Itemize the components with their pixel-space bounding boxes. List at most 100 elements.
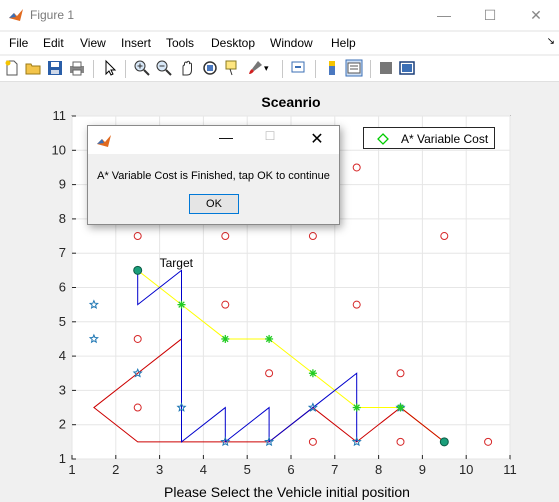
menu-insert[interactable]: Insert (121, 36, 152, 50)
toolbar-separator (93, 60, 94, 78)
brush-dropdown-icon[interactable]: ▾ (264, 63, 269, 73)
obstacle-marker (133, 403, 142, 412)
minimize-button[interactable]: — (437, 7, 451, 23)
blue-star-marker (132, 367, 143, 378)
blue-star-marker (88, 333, 99, 344)
rotate-icon[interactable] (201, 59, 219, 77)
menu-overflow-icon[interactable]: ↘ (546, 36, 555, 47)
save-icon[interactable] (46, 59, 64, 77)
obstacle-marker (352, 300, 361, 309)
y-tick-label: 2 (59, 417, 66, 432)
x-tick-label: 5 (244, 462, 251, 477)
legend[interactable]: A* Variable Cost (363, 127, 495, 149)
series-line-2 (137, 269, 358, 443)
matlab-icon (9, 9, 23, 21)
asterisk-stroke (353, 404, 360, 411)
obstacle-marker (133, 232, 142, 241)
plot-title: Sceanrio (261, 94, 321, 110)
y-tick-label: 9 (59, 177, 66, 192)
menu-bar: File Edit View Insert Tools Desktop Wind… (0, 32, 559, 54)
close-button[interactable]: ✕ (530, 7, 542, 23)
print-icon[interactable] (68, 59, 86, 77)
open-file-icon[interactable] (24, 59, 42, 77)
y-tick-label: 5 (59, 314, 66, 329)
x-tick-label: 2 (112, 462, 119, 477)
zoom-in-icon[interactable] (133, 59, 151, 77)
dialog-minimize-button[interactable]: — (219, 129, 233, 145)
x-tick-label: 10 (459, 462, 473, 477)
figure-toolbar: ▾ (0, 56, 559, 82)
window-title: Figure 1 (30, 8, 75, 22)
colorbar-icon[interactable] (323, 59, 341, 77)
data-cursor-icon[interactable] (224, 59, 242, 77)
start-point-marker (439, 437, 449, 447)
ok-button[interactable]: OK (189, 194, 239, 214)
legend-diamond-icon (377, 133, 389, 145)
legend-icon[interactable] (345, 59, 363, 77)
asterisk-stroke (397, 404, 404, 411)
obstacle-marker (265, 369, 274, 378)
blue-star-marker (176, 402, 187, 412)
plot-markers (88, 163, 493, 447)
obstacle-marker (352, 163, 361, 172)
y-tick-label: 3 (59, 382, 66, 397)
dialog-maximize-button: ☐ (264, 129, 276, 143)
show-plot-tools-icon[interactable] (398, 59, 416, 77)
series-line-0 (137, 269, 445, 443)
obstacle-marker (484, 437, 493, 446)
y-tick-label: 8 (59, 211, 66, 226)
green-asterisk-marker (396, 403, 405, 412)
menu-file[interactable]: File (9, 36, 29, 50)
obstacle-marker (396, 369, 405, 378)
green-asterisk-marker (352, 403, 361, 412)
y-tick-label: 1 (59, 451, 66, 466)
x-tick-label: 6 (287, 462, 294, 477)
obstacle-marker (308, 232, 317, 241)
maximize-button[interactable]: ☐ (483, 7, 497, 23)
menu-help[interactable]: Help (331, 36, 356, 50)
target-annotation: Target (160, 256, 194, 270)
obstacle-marker (396, 437, 405, 446)
x-tick-label: 1 (68, 462, 75, 477)
x-tick-label: 7 (331, 462, 338, 477)
x-axis-label: Please Select the Vehicle initial positi… (164, 484, 410, 500)
pan-icon[interactable] (178, 59, 196, 77)
link-plot-icon[interactable] (290, 59, 308, 77)
asterisk-stroke (178, 301, 185, 308)
brush-icon[interactable] (246, 59, 264, 77)
obstacle-marker (221, 300, 230, 309)
zoom-out-icon[interactable] (155, 59, 173, 77)
green-asterisk-marker (221, 334, 230, 343)
green-asterisk-marker (265, 334, 274, 343)
dialog-close-button[interactable]: ✕ (310, 131, 324, 148)
green-asterisk-marker (308, 369, 317, 378)
x-tick-label: 9 (419, 462, 426, 477)
green-asterisk-marker (177, 300, 186, 309)
menu-window[interactable]: Window (270, 36, 313, 50)
blue-star-marker (220, 436, 231, 447)
window-titlebar: Figure 1 — ☐ ✕ (0, 0, 559, 30)
y-tick-label: 10 (52, 142, 66, 157)
toolbar-separator (282, 60, 283, 78)
target-point-marker (133, 265, 143, 275)
menu-desktop[interactable]: Desktop (211, 36, 256, 50)
menu-edit[interactable]: Edit (43, 36, 64, 50)
legend-entry-label: A* Variable Cost (401, 132, 489, 146)
menu-view[interactable]: View (80, 36, 106, 50)
toolbar-separator (370, 60, 371, 78)
obstacle-marker (308, 437, 317, 446)
new-figure-icon[interactable] (3, 59, 21, 77)
x-tick-label: 8 (375, 462, 382, 477)
blue-star-marker (351, 436, 362, 447)
obstacle-marker (440, 232, 449, 241)
y-tick-label: 4 (59, 348, 66, 363)
menu-tools[interactable]: Tools (166, 36, 195, 50)
x-tick-label: 4 (200, 462, 207, 477)
pointer-icon[interactable] (101, 59, 119, 77)
asterisk-stroke (265, 335, 273, 343)
hide-plot-tools-icon[interactable] (377, 59, 395, 77)
blue-star-marker (307, 402, 318, 412)
y-tick-label: 11 (53, 108, 67, 123)
